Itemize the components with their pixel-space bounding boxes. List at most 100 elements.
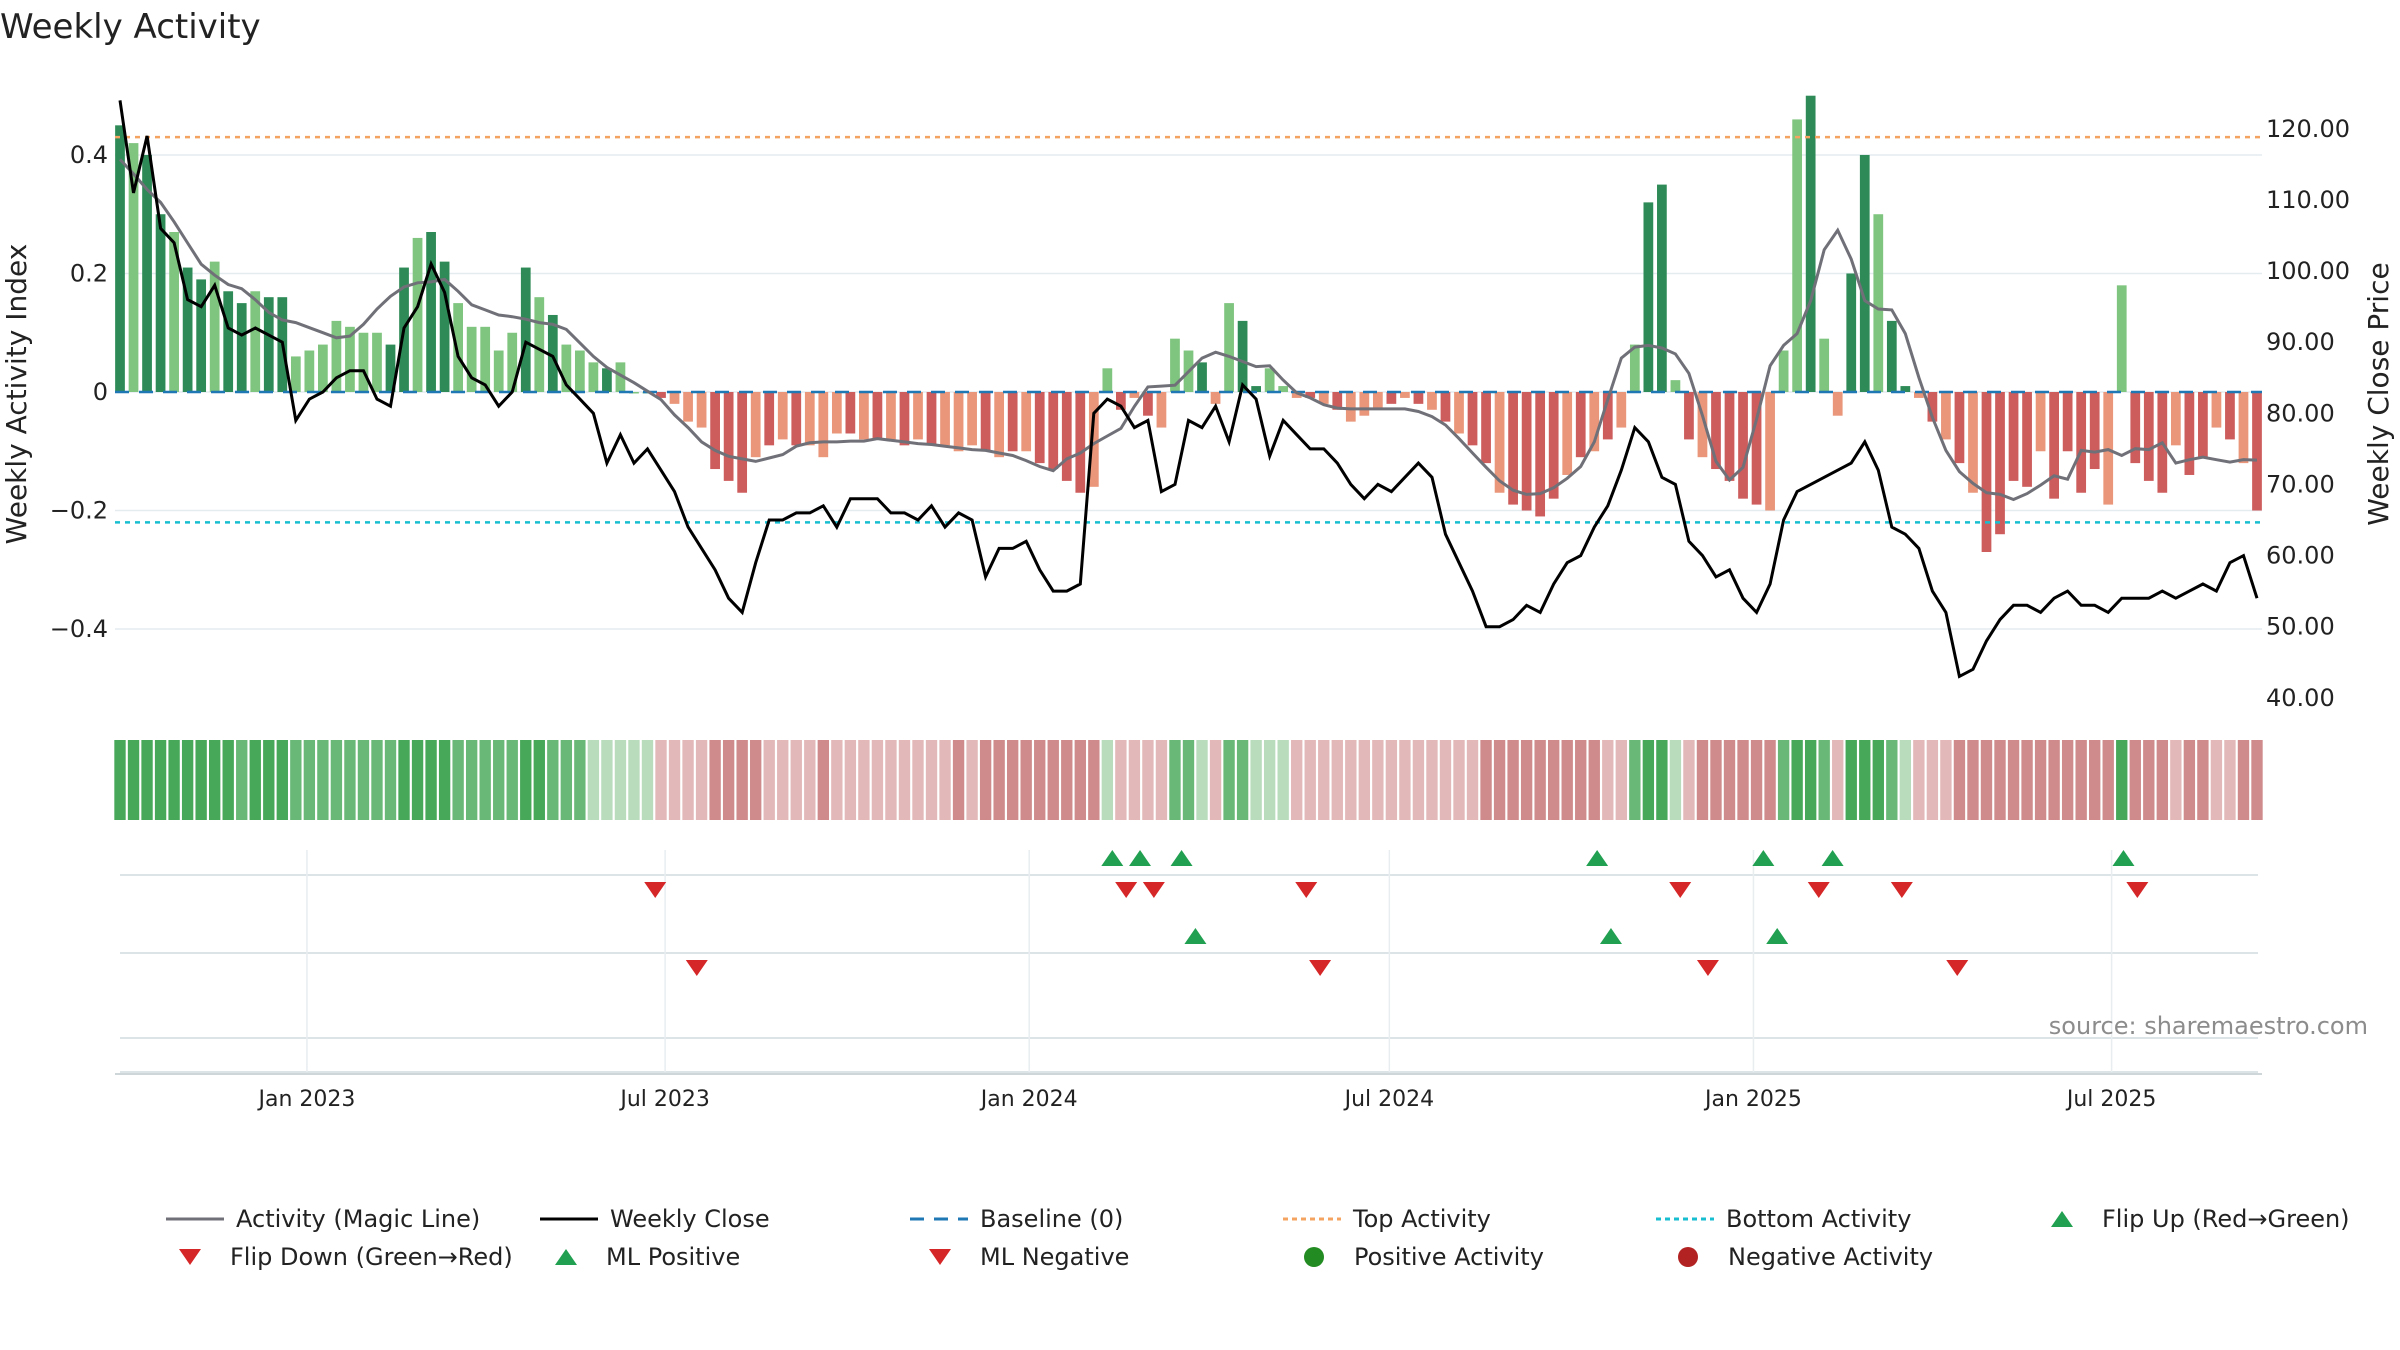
activity-bar (480, 326, 491, 392)
activity-bar (1792, 119, 1803, 392)
strip-cell (411, 740, 424, 820)
strip-cell (452, 740, 464, 820)
strip-cell (1548, 740, 1560, 820)
flip-down-marker (644, 882, 667, 898)
activity-bar (1724, 392, 1735, 481)
strip-cell (1656, 740, 1668, 820)
strip-cell (1223, 740, 1235, 820)
activity-bar (1738, 392, 1748, 499)
activity-bar (561, 344, 572, 392)
strip-cell (1277, 740, 1289, 820)
strip-cell (2183, 740, 2196, 820)
right-tick-label: 60.00 (2266, 542, 2335, 570)
strip-cell (154, 740, 167, 820)
strip-cell (952, 740, 965, 820)
activity-bar (1359, 392, 1370, 416)
activity-bar (1981, 392, 1992, 552)
activity-bar (1481, 392, 1491, 464)
reference-lines (115, 135, 2262, 524)
strip-cell (939, 740, 951, 820)
strip-cell (763, 740, 775, 820)
right-tick-label: 90.00 (2266, 328, 2335, 356)
weekly-close-line (118, 100, 2259, 679)
activity-bar (236, 303, 247, 392)
strip-cell (1236, 740, 1249, 820)
ml-positive-marker (1766, 928, 1789, 944)
activity-bar (1116, 392, 1126, 410)
strip-cell (506, 740, 518, 820)
activity-bar (1832, 392, 1843, 416)
strip-cell (438, 740, 451, 820)
activity-bar (872, 392, 883, 440)
strip-cell (587, 740, 600, 820)
activity-bar (696, 392, 707, 428)
activity-bar (1278, 386, 1289, 392)
strip-cell (1507, 740, 1519, 820)
right-tick-label: 70.00 (2266, 470, 2335, 498)
activity-bar (1372, 392, 1383, 410)
strip-cell (1683, 740, 1695, 820)
x-tick-label: Jan 2025 (1703, 1087, 1802, 1112)
activity-bar (1819, 338, 1830, 392)
ml-positive-marker (1599, 928, 1622, 944)
strip-cell (1764, 740, 1776, 820)
activity-bar (115, 125, 125, 392)
activity-bar (1684, 392, 1694, 440)
activity-bar (1995, 392, 2005, 535)
strip-cell (1777, 740, 1790, 820)
strip-cell (709, 740, 721, 820)
activity-bar (953, 392, 964, 452)
strip-cell (1250, 740, 1262, 820)
strip-cell (641, 740, 654, 820)
strip-cell (1575, 740, 1587, 820)
activity-bar (1765, 392, 1775, 511)
activity-bar (2211, 392, 2222, 428)
strip-cell (1318, 740, 1330, 820)
activity-bar (1224, 303, 1234, 392)
strip-cell (2116, 740, 2128, 820)
legend-label: Positive Activity (1354, 1243, 1544, 1271)
legend-label: Flip Up (Red→Green) (2102, 1205, 2350, 1233)
activity-bar (683, 392, 693, 422)
left-tick-label: 0 (93, 378, 108, 406)
x-tick-label: Jan 2023 (256, 1087, 355, 1112)
strip-cell (317, 740, 329, 820)
strip-cell (1493, 740, 1506, 820)
strip-cell (330, 740, 343, 820)
left-tick-label: −0.2 (50, 497, 108, 525)
strip-cell (1088, 740, 1100, 820)
strip-cell (1263, 740, 1276, 820)
activity-bar (926, 392, 937, 446)
strip-cell (695, 740, 708, 820)
activity-bar (2198, 392, 2208, 458)
flip-up-marker (1170, 850, 1193, 866)
activity-bar (182, 267, 193, 392)
activity-bar (845, 392, 856, 434)
strip-cell (1304, 740, 1316, 820)
strip-cell (844, 740, 857, 820)
strip-cell (371, 740, 383, 820)
strip-cell (560, 740, 573, 820)
legend-label: ML Positive (606, 1243, 740, 1271)
strip-cell (1074, 740, 1086, 820)
activity-bar (1900, 386, 1911, 392)
strip-cell (871, 740, 884, 820)
activity-bar (1318, 392, 1329, 404)
legend-swatch (555, 1249, 577, 1265)
activity-bar (345, 326, 355, 392)
activity-bar (1034, 392, 1045, 464)
activity-bar (1386, 392, 1397, 404)
right-axis-label: Weekly Close Price (2362, 262, 2395, 525)
activity-bar (940, 392, 950, 446)
left-tick-label: 0.2 (70, 259, 108, 287)
activity-bar (1508, 392, 1518, 505)
activity-bar (994, 392, 1005, 458)
activity-bar (1859, 154, 1870, 392)
strip-cell (2034, 740, 2047, 820)
activity-bar (263, 297, 274, 392)
legend-label: Baseline (0) (980, 1205, 1123, 1233)
activity-bar (2076, 392, 2087, 493)
activity-bar (899, 392, 910, 446)
activity-bar (1629, 344, 1640, 392)
x-tick-label: Jul 2024 (1343, 1087, 1435, 1112)
